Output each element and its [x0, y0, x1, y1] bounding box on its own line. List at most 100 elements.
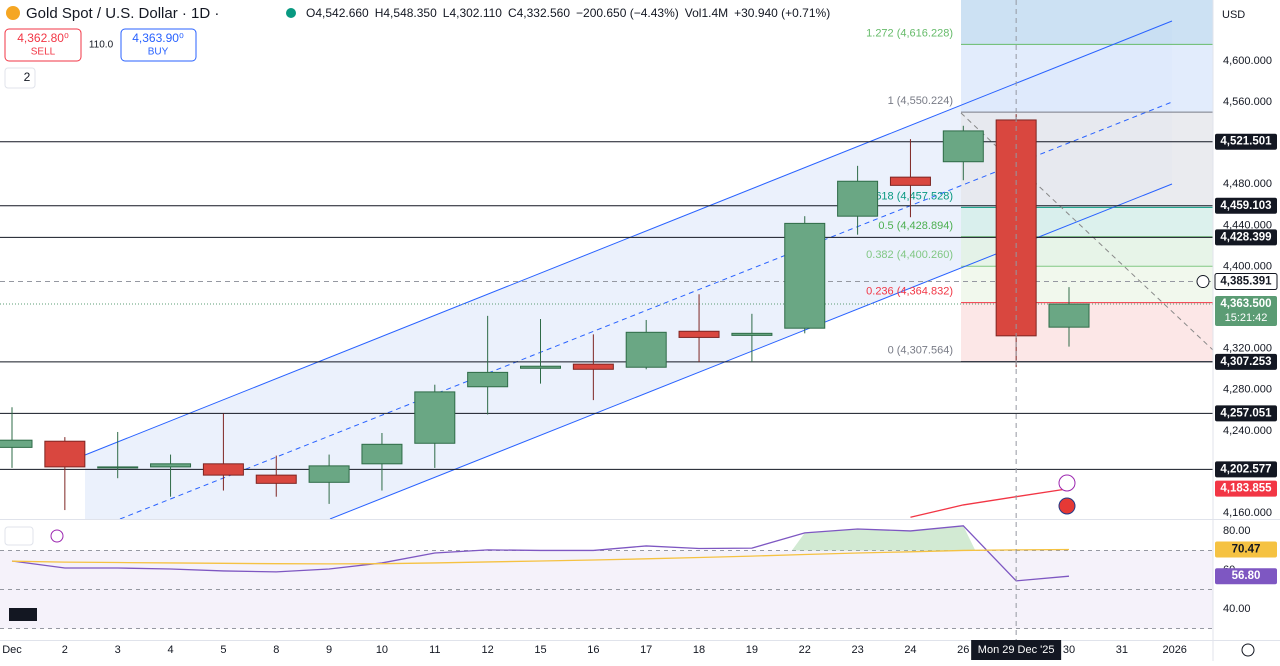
candle-body: [572, 363, 614, 370]
fib-zone: [961, 0, 1213, 45]
ohlc-open: O4,542.660: [306, 6, 369, 20]
icon-flag: [1058, 497, 1076, 515]
rsi-band: [0, 550, 1213, 629]
countdown: 15:21:42: [1225, 312, 1268, 324]
x-tick-label: 12: [482, 644, 494, 656]
level-tag-bg: [1215, 229, 1277, 246]
sell-button[interactable]: [4, 28, 82, 62]
rsi-overbought: [791, 525, 976, 551]
level-tag: 4,307.253: [1220, 356, 1271, 368]
y-tick-label: 4,160.000: [1223, 507, 1272, 519]
y-tick-label: 4,440.000: [1223, 219, 1272, 231]
buy-button[interactable]: [120, 28, 197, 62]
candle-body: [467, 371, 509, 388]
ohlc-change: −200.650 (−4.43%): [576, 6, 679, 20]
price-pane: 1.272 (4,616.228) 1 (4,550.224) 0.618 (4,4…: [0, 0, 1213, 519]
candle-body: [625, 331, 667, 368]
x-tick-label: 19: [746, 644, 758, 656]
symbol: Gold Spot / U.S. Dollar · 1D ·: [26, 5, 219, 22]
candle-body: [1048, 303, 1090, 328]
currency: USD: [1222, 9, 1245, 21]
x-tick-label: 15: [534, 644, 546, 656]
x-tick-label: 11: [429, 644, 440, 656]
level-tag: 4,521.501: [1220, 136, 1272, 148]
y-tick-label: 4,560.000: [1223, 96, 1272, 108]
ohlc-volume: Vol1.4M: [685, 6, 728, 20]
x-tick-label: 31: [1116, 644, 1128, 656]
crosshair-tag: 4,385.391: [1220, 276, 1272, 288]
level-tag: 4,257.051: [1220, 407, 1272, 419]
rsi-line: [11, 548, 1070, 565]
candle-body: [255, 474, 297, 484]
x-tick-label: 18: [693, 644, 705, 656]
rsi-ma-tag: 70.47: [1232, 544, 1261, 556]
x-tick-label: 2: [62, 644, 68, 656]
x-tick-label: 26: [957, 644, 969, 656]
candle-body: [150, 463, 192, 468]
spread: 110.0: [89, 40, 114, 51]
date-tag-bg: [971, 640, 1062, 660]
level-tag-bg: [1215, 197, 1277, 214]
fib-label: 1 (4,550.224): [888, 95, 953, 107]
level-tag-bg: [1215, 461, 1277, 478]
candle-body: [0, 439, 33, 448]
candle-body: [202, 463, 244, 476]
ohlc-vol_change: +30.940 (+0.71%): [734, 6, 830, 20]
rsi-icon: [50, 529, 64, 543]
ohlc-high: H4,548.350: [375, 6, 437, 20]
x-tick-label: 4: [167, 644, 173, 656]
fib-label: 0.382 (4,400.260): [866, 249, 953, 261]
x-tick-label: 9: [326, 644, 332, 656]
rsi-tag: 56.80: [1232, 570, 1261, 582]
candle-body: [520, 365, 561, 369]
ohlc-low: L4,302.110: [443, 6, 502, 20]
candle-body: [97, 466, 139, 469]
price-tag-bg: [1215, 296, 1277, 327]
x-tick-label: 16: [587, 644, 599, 656]
candle-body: [414, 391, 456, 444]
status-dot: [286, 8, 296, 18]
fib-label: 0.236 (4,364.832): [866, 286, 953, 298]
rsi-tick-label: 40.00: [1223, 603, 1251, 615]
x-tick-label: 17: [640, 644, 652, 656]
tv-logo: [9, 608, 37, 621]
level-tag-bg: [1215, 405, 1277, 422]
candle-body: [889, 176, 931, 186]
x-tick-label: 10: [376, 644, 388, 656]
symbol-icon: [6, 6, 20, 20]
buy-price: 4,363.90⁰: [132, 31, 184, 45]
date-tag: Mon 29 Dec '25: [978, 644, 1055, 656]
level-tag-bg: [1215, 353, 1277, 370]
level-tag: 4,459.103: [1220, 200, 1271, 212]
fib-label: 0.618 (4,457.528): [866, 190, 953, 202]
sell-label: SELL: [31, 47, 56, 58]
level-tag-bg: [1215, 133, 1277, 150]
collapse-button[interactable]: [4, 67, 36, 89]
x-tick-label: 8: [273, 644, 279, 656]
level-tag: 4,428.399: [1220, 231, 1271, 243]
settings[interactable]: [1241, 643, 1255, 657]
y-tick-label: 4,400.000: [1223, 260, 1272, 272]
x-tick-label: 30: [1063, 644, 1075, 656]
channel-upper: [84, 20, 1173, 456]
add-button[interactable]: [1196, 275, 1210, 289]
fib-label: 0.5 (4,428.894): [878, 220, 953, 232]
y-tick-label: 4,240.000: [1223, 425, 1272, 437]
candle-body: [837, 180, 879, 217]
indicator-line: [910, 487, 1070, 518]
x-tick-label: 23: [851, 644, 863, 656]
fib-label: 1.272 (4,616.228): [866, 27, 953, 39]
level-tag: 4,202.577: [1220, 463, 1271, 475]
rsi-collapse[interactable]: [4, 526, 34, 546]
candle-body: [308, 465, 350, 483]
y-tick-label: 4,320.000: [1223, 343, 1272, 355]
indicator-tag: 4,183.855: [1220, 483, 1272, 495]
sell-price: 4,362.80⁰: [17, 31, 69, 45]
candle-body: [731, 332, 773, 336]
candle-body: [678, 330, 720, 338]
x-tick-label: 24: [904, 644, 916, 656]
x-tick-label: 3: [115, 644, 121, 656]
rsi-line: [11, 525, 1070, 582]
y-tick-label: 4,600.000: [1223, 55, 1272, 67]
